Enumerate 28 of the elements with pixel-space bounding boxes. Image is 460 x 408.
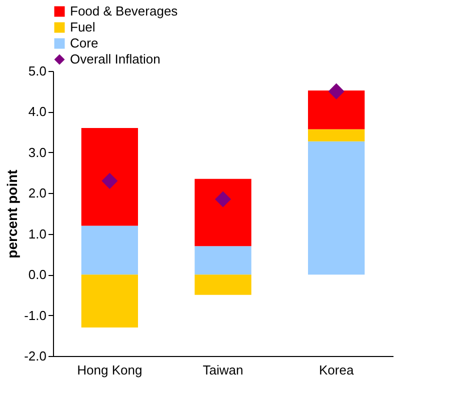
bar: [81, 128, 138, 226]
bar: [308, 90, 365, 130]
y-tick-label: -2.0: [24, 348, 46, 364]
point: [102, 172, 118, 189]
bar: [81, 226, 138, 275]
legend-label: Core: [70, 36, 98, 50]
legend-label: Fuel: [70, 20, 96, 34]
y-tick-label: 1.0: [28, 226, 46, 242]
bar: [194, 274, 252, 295]
y-tick-label: 5.0: [28, 64, 46, 78]
point: [214, 191, 232, 208]
y-axis-title: percent point: [4, 169, 20, 258]
bar: [194, 246, 252, 275]
x-tick-label: Hong Kong: [77, 362, 142, 378]
x-tick-label: Taiwan: [202, 362, 244, 378]
y-tick-label: 2.0: [28, 186, 46, 201]
bar: [81, 274, 138, 328]
bar: [308, 141, 365, 275]
y-tick-label: -1.0: [24, 308, 46, 323]
bar: [194, 178, 252, 246]
y-tick-label: 3.0: [28, 144, 46, 160]
legend-label: Overall Inflation: [70, 52, 160, 66]
legend-label: Food & Beverages: [70, 4, 178, 18]
y-tick-label: 0.0: [28, 267, 46, 282]
x-tick-label: Korea: [318, 362, 354, 378]
bar: [308, 129, 365, 142]
point: [328, 83, 344, 100]
y-tick-label: 4.0: [28, 104, 46, 120]
